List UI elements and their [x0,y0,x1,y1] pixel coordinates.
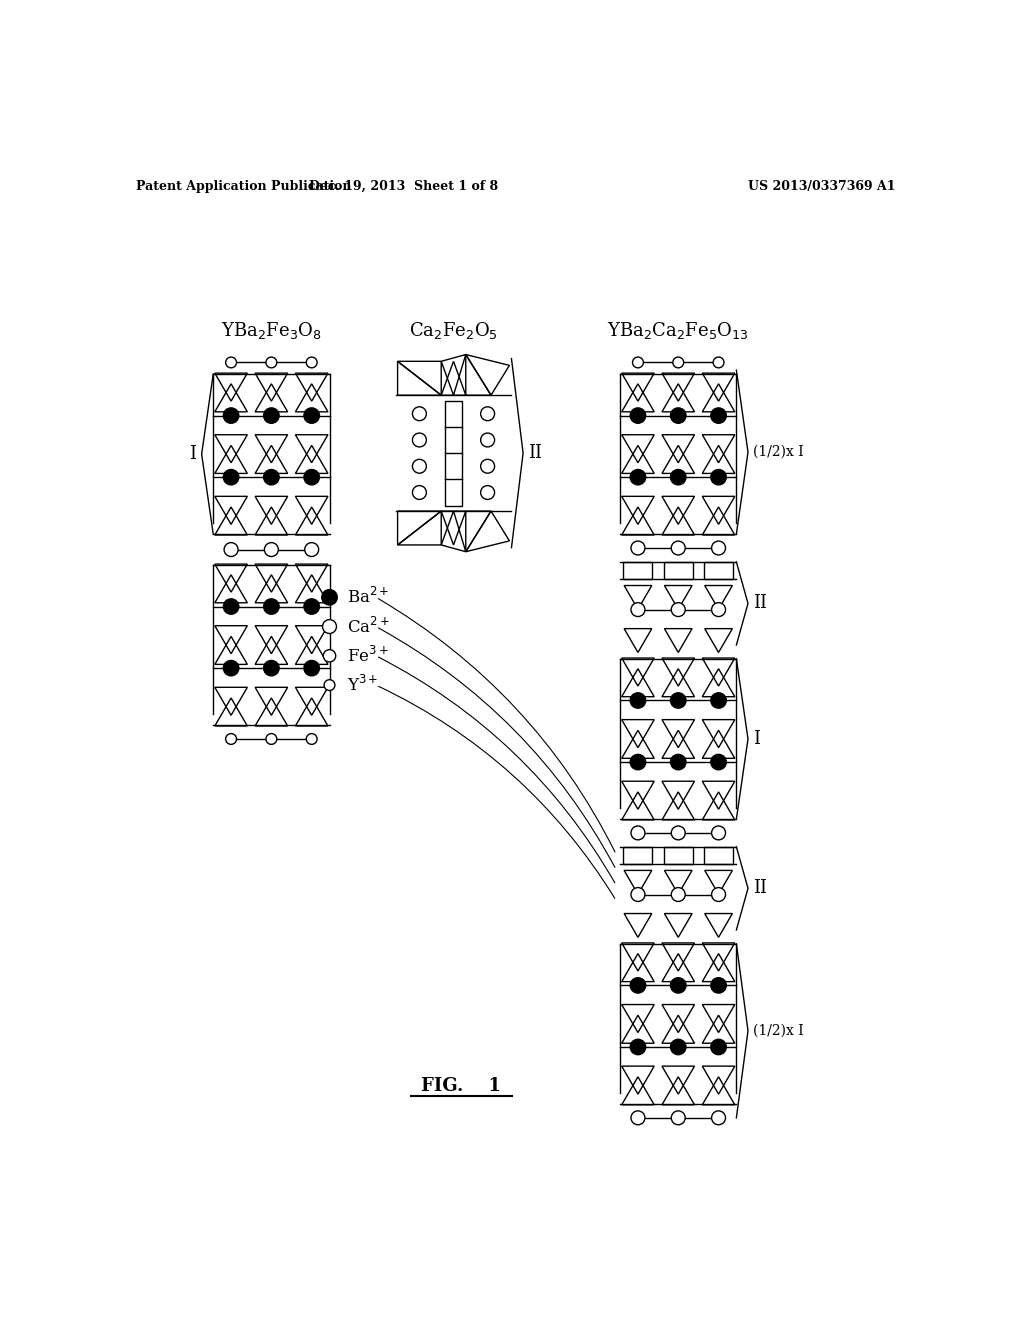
Bar [664,847,693,863]
Circle shape [304,660,319,676]
Circle shape [631,1111,645,1125]
Circle shape [712,887,726,902]
Text: Fe$^{3+}$: Fe$^{3+}$ [346,645,388,665]
Circle shape [672,1111,685,1125]
Circle shape [630,1039,646,1055]
Circle shape [671,978,686,993]
Text: US 2013/0337369 A1: US 2013/0337369 A1 [748,180,895,193]
Circle shape [630,978,646,993]
Circle shape [263,660,280,676]
Bar [624,847,652,863]
Circle shape [413,459,426,473]
Circle shape [306,734,317,744]
Circle shape [266,358,276,368]
Text: II: II [528,444,543,462]
Circle shape [711,755,726,770]
Circle shape [480,433,495,447]
Circle shape [672,826,685,840]
Text: II: II [754,594,767,612]
Circle shape [630,408,646,424]
Circle shape [631,887,645,902]
Circle shape [413,407,426,421]
Circle shape [324,680,335,690]
Circle shape [324,649,336,663]
Circle shape [266,734,276,744]
Circle shape [630,755,646,770]
Bar [705,847,733,863]
Text: Ba$^{2+}$: Ba$^{2+}$ [346,587,389,607]
Bar [664,562,693,579]
Text: YBa$_2$Fe$_3$O$_8$: YBa$_2$Fe$_3$O$_8$ [221,319,322,341]
Circle shape [223,660,239,676]
Circle shape [413,433,426,447]
Circle shape [263,470,280,484]
Circle shape [712,826,726,840]
Text: (1/2)x I: (1/2)x I [754,445,804,459]
Circle shape [223,470,239,484]
Circle shape [673,358,684,368]
Circle shape [671,1039,686,1055]
Circle shape [712,541,726,554]
Circle shape [712,603,726,616]
Circle shape [671,755,686,770]
Circle shape [631,603,645,616]
Text: YBa$_2$Ca$_2$Fe$_5$O$_{13}$: YBa$_2$Ca$_2$Fe$_5$O$_{13}$ [607,319,750,341]
Circle shape [413,486,426,499]
Circle shape [224,543,238,557]
Circle shape [223,599,239,614]
Circle shape [711,978,726,993]
Circle shape [711,470,726,484]
Circle shape [672,541,685,554]
Circle shape [630,470,646,484]
Circle shape [672,603,685,616]
Text: FIG.    1: FIG. 1 [421,1077,501,1096]
Circle shape [671,408,686,424]
Circle shape [304,408,319,424]
Circle shape [712,1111,726,1125]
Bar [624,562,652,579]
Text: Ca$_2$Fe$_2$O$_5$: Ca$_2$Fe$_2$O$_5$ [409,319,498,341]
Circle shape [306,358,317,368]
Circle shape [671,470,686,484]
Circle shape [711,693,726,708]
Text: Ca$^{2+}$: Ca$^{2+}$ [346,616,389,636]
Circle shape [480,486,495,499]
Text: (1/2)x I: (1/2)x I [754,1024,804,1038]
Circle shape [671,693,686,708]
Circle shape [711,1039,726,1055]
Circle shape [711,408,726,424]
Circle shape [304,599,319,614]
Circle shape [304,470,319,484]
Circle shape [264,543,279,557]
Circle shape [223,408,239,424]
Bar [705,562,733,579]
Text: II: II [754,879,767,898]
Text: Dec. 19, 2013  Sheet 1 of 8: Dec. 19, 2013 Sheet 1 of 8 [308,180,498,193]
Circle shape [713,358,724,368]
Circle shape [630,693,646,708]
Text: I: I [189,445,197,463]
Circle shape [263,599,280,614]
Circle shape [305,543,318,557]
Circle shape [322,590,337,605]
Circle shape [480,459,495,473]
Circle shape [263,408,280,424]
Circle shape [225,734,237,744]
Circle shape [631,826,645,840]
Text: Patent Application Publication: Patent Application Publication [136,180,351,193]
Circle shape [480,407,495,421]
Circle shape [633,358,643,368]
Text: I: I [754,730,761,748]
Circle shape [631,541,645,554]
Circle shape [323,619,337,634]
Circle shape [672,887,685,902]
Circle shape [225,358,237,368]
Bar [445,400,462,506]
Text: Y$^{3+}$: Y$^{3+}$ [346,675,378,696]
